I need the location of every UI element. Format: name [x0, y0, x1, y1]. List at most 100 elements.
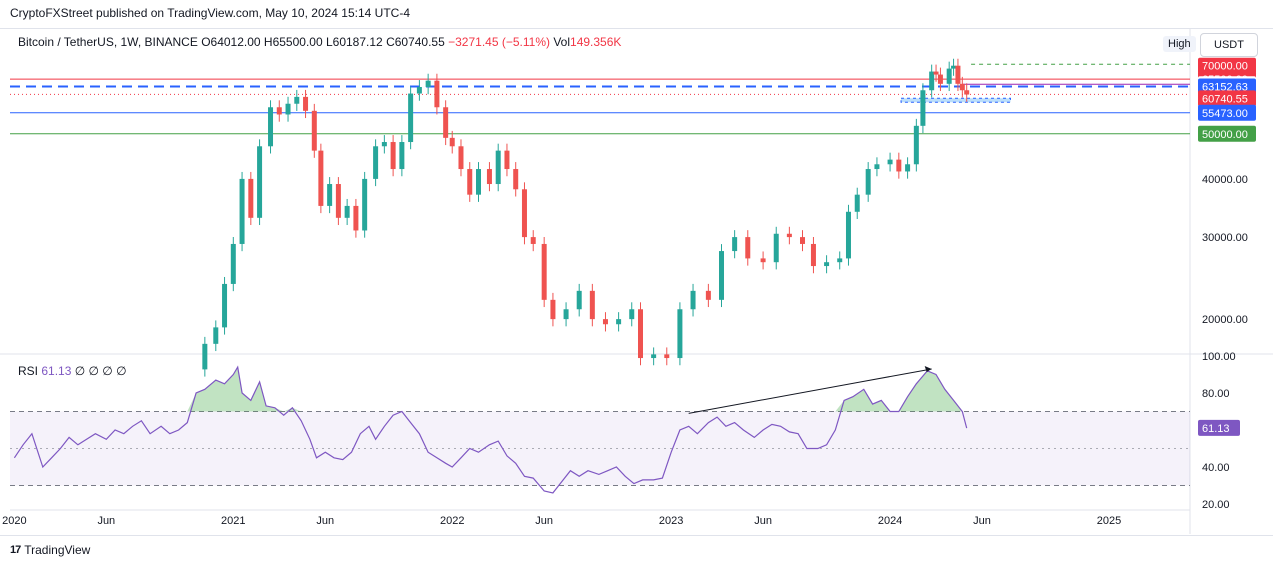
candle-body: [955, 65, 961, 84]
candle-body: [381, 142, 387, 147]
candle-body: [563, 309, 569, 320]
time-axis-label: Jun: [754, 515, 772, 527]
volume-label: Vol: [553, 35, 571, 49]
candle-body: [651, 354, 657, 359]
rsi-current-tag-bg: [1198, 419, 1240, 436]
time-axis-label: Jun: [973, 515, 991, 527]
candle-body: [504, 150, 510, 170]
price-tick-label: 20000.00: [1202, 314, 1248, 326]
demand-zone[interactable]: [900, 97, 1011, 103]
candle-body: [629, 309, 635, 320]
candle-body: [896, 159, 902, 172]
rsi-line[interactable]: [13, 365, 968, 494]
candle-body: [495, 150, 501, 185]
candle-body: [913, 125, 919, 165]
candle-body: [202, 343, 208, 370]
candle-body: [602, 319, 608, 325]
symbol-name[interactable]: Bitcoin / TetherUS, 1W, BINANCE: [18, 35, 198, 49]
candle-body: [467, 169, 473, 195]
footer-brand[interactable]: 17 TradingView: [10, 543, 90, 557]
time-axis-label: 2022: [440, 515, 464, 527]
candle-body: [616, 319, 622, 325]
candle-body: [824, 262, 830, 267]
candle-body: [745, 237, 751, 259]
candle-body: [887, 159, 893, 165]
time-axis-label: Jun: [535, 515, 553, 527]
open-value: O64012.00: [201, 35, 261, 49]
candle-body: [760, 258, 766, 263]
candle-body: [550, 299, 556, 320]
candle-body: [786, 233, 792, 238]
candle-body: [946, 68, 952, 84]
candle-body: [416, 87, 422, 94]
candle-body: [318, 150, 324, 206]
candle-body: [248, 178, 254, 218]
candle-body: [705, 290, 711, 300]
rsi-label: RSI: [18, 364, 39, 378]
high-value: H65500.00: [263, 35, 323, 49]
candle-body: [951, 65, 957, 69]
candle-body: [285, 103, 291, 115]
time-axis-label: 2023: [659, 515, 683, 527]
volume-value: 149.356K: [570, 35, 622, 49]
rsi-overbought-fill: [14, 367, 967, 412]
candle-body: [276, 107, 282, 115]
candle-body: [874, 164, 880, 170]
rsi-tick-label: 20.00: [1202, 499, 1230, 511]
price-tick-label: 40000.00: [1202, 174, 1248, 186]
price-tag-55473-bg: [1198, 104, 1256, 121]
time-axis-label: 2024: [878, 515, 902, 527]
candle-body: [576, 290, 582, 310]
candle-body: [854, 194, 860, 212]
candle-body: [690, 290, 696, 310]
time-axis-label: Jun: [316, 515, 334, 527]
candle-body: [353, 205, 359, 231]
symbol-legend[interactable]: Bitcoin / TetherUS, 1W, BINANCE O64012.0…: [18, 35, 621, 49]
candle-body: [344, 205, 350, 218]
candle-body: [475, 169, 481, 195]
rsi-tick-label: 80.00: [1202, 388, 1230, 400]
candle-body: [303, 96, 309, 111]
time-axis-label: Jun: [97, 515, 115, 527]
rsi-trendline[interactable]: [688, 368, 932, 414]
candle-body: [964, 90, 970, 95]
rsi-current-tag: 61.13: [1202, 423, 1230, 435]
rsi-tick-label: 100.00: [1202, 351, 1236, 363]
candle-body: [268, 107, 274, 147]
candle-body: [230, 243, 236, 284]
candle-body: [390, 142, 396, 170]
candle-body: [257, 146, 263, 218]
high-price-button[interactable]: High: [1163, 36, 1196, 52]
close-value: C60740.55: [386, 35, 445, 49]
change-value: −3271.45 (−5.11%): [448, 35, 550, 49]
candle-body: [837, 258, 843, 263]
candle-body: [222, 283, 228, 328]
low-value: L60187.12: [325, 35, 383, 49]
price-tag-60740-bg: [1198, 90, 1256, 107]
candle-body: [311, 110, 317, 151]
candle-body: [929, 71, 935, 91]
candle-body: [638, 309, 644, 359]
candle-body: [373, 146, 379, 179]
trendline-arrowhead-icon: [924, 365, 932, 372]
price-tag-55473: 55473.00: [1202, 108, 1248, 120]
time-axis-label: 2021: [221, 515, 245, 527]
price-tick-label: 30000.00: [1202, 232, 1248, 244]
candle-body: [327, 184, 333, 206]
candle-body: [434, 80, 440, 108]
candle-body: [937, 74, 943, 84]
candle-body: [719, 251, 725, 300]
candle-body: [959, 83, 965, 91]
candle-body: [458, 146, 464, 170]
price-tag-50000: 50000.00: [1202, 129, 1248, 141]
candle-body: [530, 237, 536, 244]
candle-body: [399, 142, 405, 170]
currency-button[interactable]: USDT: [1200, 33, 1258, 57]
candle-body: [920, 90, 926, 126]
candle-body: [845, 211, 851, 259]
rsi-legend[interactable]: RSI 61.13 ∅ ∅ ∅ ∅: [18, 364, 127, 378]
candle-body: [408, 93, 414, 143]
candle-body: [677, 309, 683, 359]
candle-body: [294, 96, 300, 104]
